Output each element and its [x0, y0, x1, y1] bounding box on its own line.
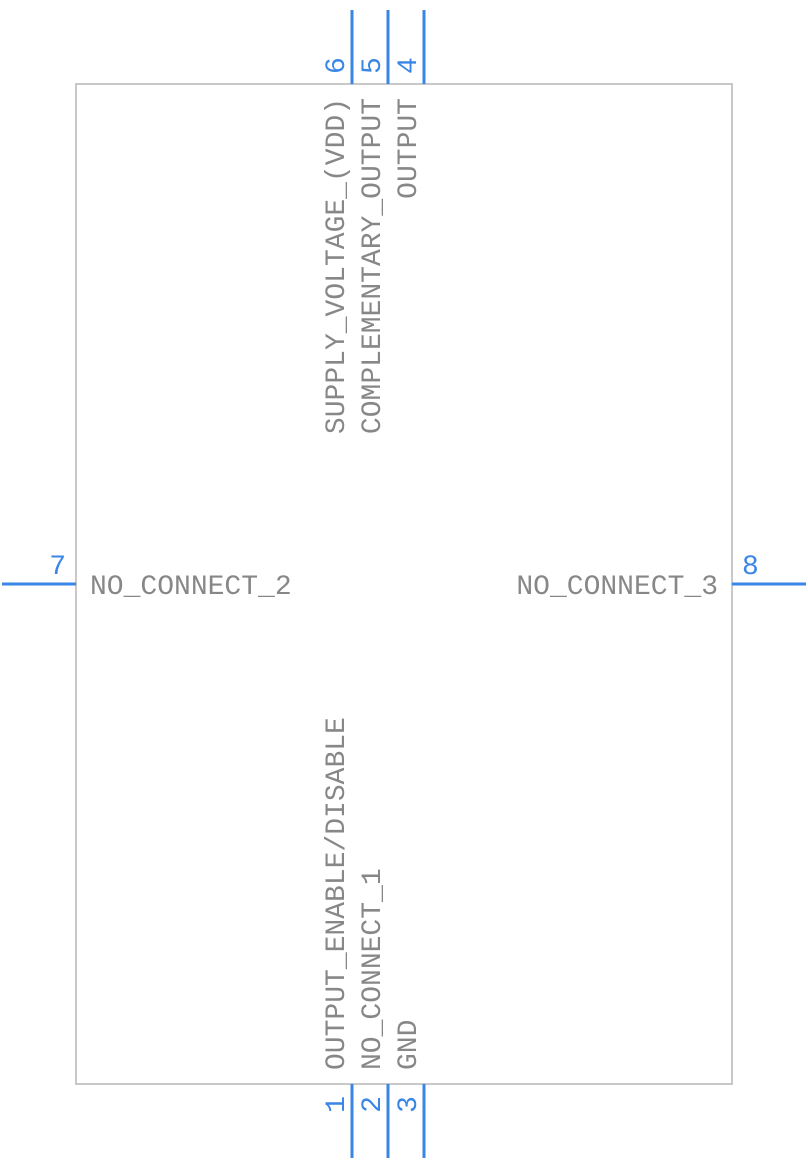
schematic-symbol: 6 SUPPLY_VOLTAGE_(VDD) 5 COMPLEMENTARY_OUTP… [0, 0, 808, 1168]
pin-label: OUTPUT [394, 98, 425, 199]
pin-label: COMPLEMENTARY_OUTPUT [358, 98, 389, 434]
pin-number: 6 [322, 57, 353, 74]
pin-label: GND [394, 1020, 425, 1070]
pin-number: 8 [742, 552, 759, 583]
pin-label: NO_CONNECT_3 [516, 572, 718, 603]
pin-3: 3 GND [394, 1020, 425, 1158]
pin-label: NO_CONNECT_2 [90, 572, 292, 603]
pin-4: 4 OUTPUT [394, 10, 425, 199]
pin-number: 4 [394, 57, 425, 74]
pin-7: 7 NO_CONNECT_2 [2, 552, 292, 603]
pin-2: 2 NO_CONNECT_1 [358, 868, 389, 1158]
pin-number: 7 [49, 552, 66, 583]
pins-group: 6 SUPPLY_VOLTAGE_(VDD) 5 COMPLEMENTARY_OUTP… [2, 10, 806, 1158]
pin-1: 1 OUTPUT_ENABLE/DISABLE [322, 717, 353, 1158]
pin-number: 5 [358, 57, 389, 74]
pin-label: NO_CONNECT_1 [358, 868, 389, 1070]
pin-number: 3 [394, 1096, 425, 1113]
pin-number: 1 [322, 1096, 353, 1113]
pin-5: 5 COMPLEMENTARY_OUTPUT [358, 10, 389, 434]
pin-label: SUPPLY_VOLTAGE_(VDD) [322, 98, 353, 434]
pin-8: 8 NO_CONNECT_3 [516, 552, 806, 603]
pin-6: 6 SUPPLY_VOLTAGE_(VDD) [322, 10, 353, 434]
pin-number: 2 [358, 1096, 389, 1113]
pin-label: OUTPUT_ENABLE/DISABLE [322, 717, 353, 1070]
